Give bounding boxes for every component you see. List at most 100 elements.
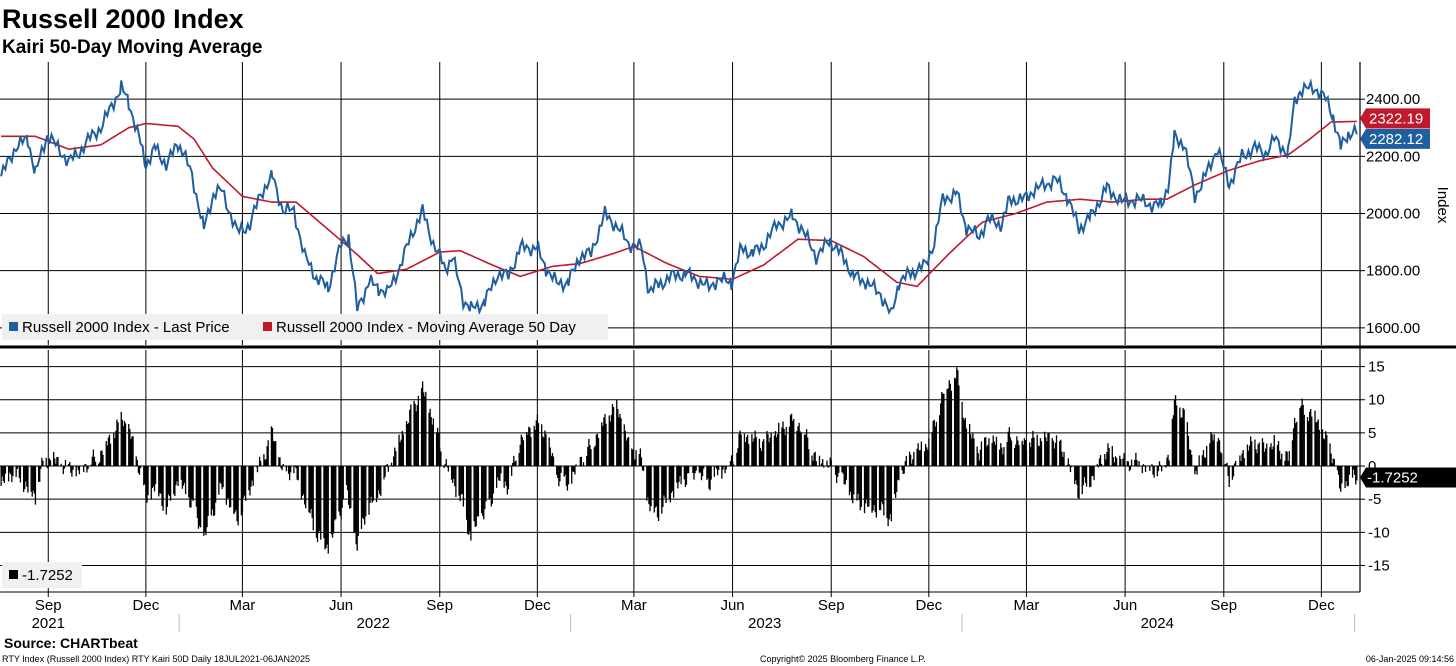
kairi-bar [1352, 466, 1355, 470]
kairi-bar [722, 466, 724, 470]
kairi-bar [1356, 466, 1358, 481]
kairi-bar [1322, 438, 1325, 467]
kairi-bar [75, 466, 77, 477]
kairi-bar [1081, 466, 1083, 495]
kairi-bar [432, 418, 435, 467]
kairi-bar [1276, 445, 1279, 467]
kairi-bar [86, 466, 88, 473]
kairi-bar [33, 466, 36, 494]
kairi-bar [1141, 466, 1143, 474]
kairi-bar [462, 466, 465, 507]
kairi-bar [46, 466, 48, 469]
kairi-bar [680, 466, 682, 485]
kairi-bar [467, 466, 469, 535]
kairi-bar [1270, 443, 1272, 467]
kairi-bar [438, 433, 440, 467]
kairi-bar [596, 433, 599, 467]
kairi-bar [399, 442, 401, 467]
kairi-bar [203, 466, 205, 536]
kairi-bar [1301, 398, 1303, 467]
kairi-bar [1248, 445, 1251, 467]
kairi-bar [384, 466, 386, 477]
footer-left: RTY Index (Russell 2000 Index) RTY Kairi… [2, 654, 310, 664]
kairi-bar [1226, 462, 1228, 467]
kairi-bar [332, 466, 335, 534]
kairi-bar [655, 466, 658, 507]
kairi-bar [233, 466, 235, 515]
kairi-bar [857, 466, 859, 494]
kairi-bar [626, 437, 629, 467]
kairi-bar [851, 466, 853, 501]
kairi-bar [460, 466, 462, 495]
kairi-bar [1044, 431, 1046, 467]
kairi-bar [1311, 416, 1313, 467]
kairi-bar [181, 466, 184, 489]
kairi-bar [93, 456, 96, 467]
kairi-bar [1292, 428, 1295, 467]
kairi-bar [413, 400, 415, 467]
kairi-bar [454, 466, 456, 487]
kairi-bar [500, 466, 502, 474]
kairi-bar [1083, 466, 1086, 477]
kairi-bar [837, 466, 839, 477]
kairi-bar [312, 466, 314, 531]
kairi-bar [805, 429, 808, 467]
kairi-bar [843, 466, 845, 485]
kairi-bar [589, 445, 591, 467]
kairi-bar [888, 466, 890, 520]
kairi-bar [1280, 459, 1282, 467]
kairi-bar [1143, 465, 1146, 467]
kairi-bar [320, 466, 322, 540]
kairi-bar [991, 442, 993, 467]
kairi-bar [557, 466, 559, 478]
kairi-bar [1150, 465, 1152, 467]
kairi-bar [807, 437, 809, 467]
kairi-bar [647, 466, 649, 498]
kairi-bar [225, 466, 228, 505]
kairi-bar [866, 466, 868, 500]
kairi-bar [819, 465, 822, 467]
kairi-bar [361, 466, 364, 518]
kairi-bar [293, 466, 295, 474]
kairi-bar [1306, 417, 1309, 467]
kairi-bar [385, 464, 387, 467]
kairi-bar [1300, 405, 1302, 467]
kairi-bar [355, 466, 357, 545]
kairi-bar [941, 391, 943, 467]
kairi-bar [641, 466, 644, 471]
kairi-bar [518, 453, 520, 467]
kairi-bar [980, 441, 983, 467]
kairi-bar [280, 466, 282, 469]
kairi-bar [1017, 440, 1019, 467]
kairi-bar [1314, 410, 1316, 467]
kairi-bar [853, 466, 855, 495]
kairi-bar [272, 440, 275, 467]
moving-average-legend-label: Russell 2000 Index - Moving Average 50 D… [276, 319, 576, 336]
kairi-bar [444, 464, 446, 467]
kairi-bar [39, 466, 41, 482]
kairi-bar [22, 466, 25, 492]
axes: 1600.00 1800.00 2000.00 2200.00 2400.00 -15 -1… [0, 62, 1456, 632]
kairi-bar [264, 459, 266, 467]
kairi-bar [240, 466, 243, 516]
footer-right: 06-Jan-2025 09:14:56 [1366, 654, 1454, 664]
kairi-bar [908, 451, 911, 467]
kairi-bar [761, 441, 764, 467]
kairi-bar [1107, 443, 1109, 467]
kairi-bar [317, 466, 320, 534]
kairi-bar [38, 466, 40, 482]
kairi-bar [241, 466, 244, 512]
kairi-bars [0, 367, 1358, 554]
kairi-bar [480, 466, 483, 514]
kairi-bar [796, 431, 798, 467]
kairi-bar [1062, 457, 1064, 467]
kairi-bar [559, 466, 561, 482]
kairi-bar [1066, 464, 1068, 467]
kairi-bar [872, 466, 874, 511]
kairi-bar [24, 466, 26, 490]
kairi-bar [1136, 460, 1138, 467]
kairi-bar [1216, 441, 1219, 467]
kairi-bar [979, 449, 982, 467]
kairi-bar [1061, 451, 1063, 467]
